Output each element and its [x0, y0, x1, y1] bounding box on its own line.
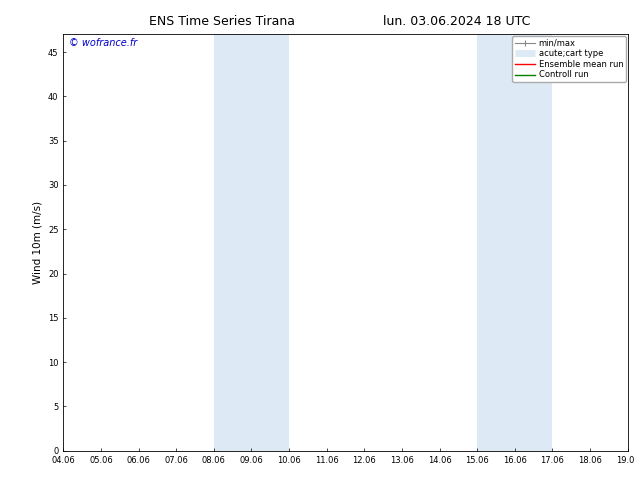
Legend: min/max, acute;cart type, Ensemble mean run, Controll run: min/max, acute;cart type, Ensemble mean … [512, 36, 626, 82]
Bar [214, 34, 289, 451]
Y-axis label: Wind 10m (m/s): Wind 10m (m/s) [32, 201, 42, 284]
Text: lun. 03.06.2024 18 UTC: lun. 03.06.2024 18 UTC [383, 15, 530, 28]
Text: © wofrance.fr: © wofrance.fr [69, 38, 138, 49]
Bar [477, 34, 552, 451]
Text: ENS Time Series Tirana: ENS Time Series Tirana [149, 15, 295, 28]
